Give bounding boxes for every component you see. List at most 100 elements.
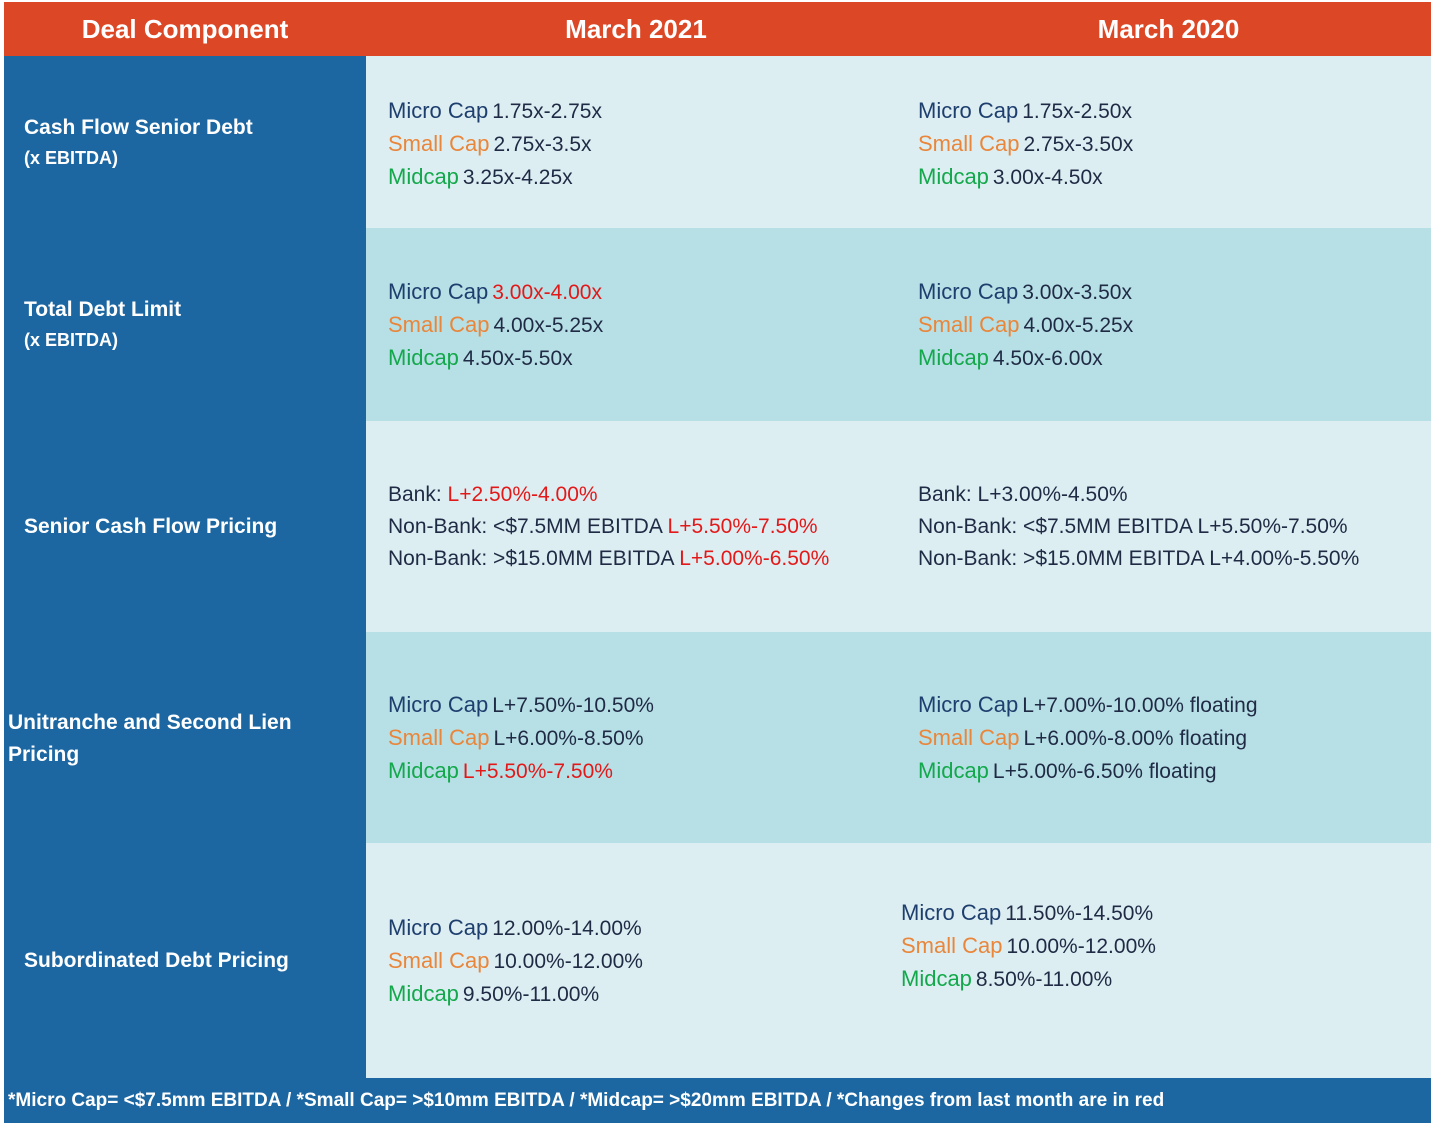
list-item: Midcap L+5.50%-7.50% [388,755,654,788]
cell-march-2021-subordinated-debt-pricing: Micro Cap 12.00%-14.00% Small Cap 10.00%-1… [388,912,643,1011]
micro-cap-label: Micro Cap [388,692,489,717]
table-row [366,421,1431,632]
non-bank-small-label: Non-Bank: <$7.5MM EBITDA [388,515,662,538]
list-item: Small Cap 4.00x-5.25x [918,309,1133,342]
midcap-label: Midcap [918,758,989,783]
small-cap-value: L+6.00%-8.50% [493,727,644,750]
midcap-label: Midcap [388,758,459,783]
row-label-text: Total Debt Limit [24,298,182,321]
bank-value: L+3.00%-4.50% [977,483,1128,506]
cell-march-2020-cash-flow-senior-debt: Micro Cap 1.75x-2.50x Small Cap 2.75x-3.50… [918,95,1133,194]
list-item: Midcap L+5.00%-6.50% floating [918,755,1258,788]
table-header: Deal Component March 2021 March 2020 [4,2,1431,56]
small-cap-label: Small Cap [901,933,1003,958]
cell-march-2020-senior-cash-flow-pricing: Bank: L+3.00%-4.50% Non-Bank: <$7.5MM EB… [918,479,1359,575]
list-item: Micro Cap 3.00x-3.50x [918,276,1133,309]
table-row [366,843,1431,1078]
list-item: Non-Bank: >$15.0MM EBITDA L+5.00%-6.50% [388,543,829,575]
small-cap-label: Small Cap [388,312,490,337]
micro-cap-label: Micro Cap [918,692,1019,717]
list-item: Micro Cap 12.00%-14.00% [388,912,643,945]
micro-cap-value: 1.75x-2.50x [1022,100,1132,123]
cell-march-2020-unitranche-pricing: Micro Cap L+7.00%-10.00% floating Small C… [918,689,1258,788]
list-item: Midcap 4.50x-5.50x [388,342,603,375]
midcap-label: Midcap [918,345,989,370]
list-item: Small Cap L+6.00%-8.00% floating [918,722,1258,755]
row-label-unitranche-second-lien-pricing: Unitranche and Second Lien Pricing [8,707,348,771]
list-item: Small Cap 10.00%-12.00% [388,945,643,978]
midcap-value: 4.50x-6.00x [992,347,1103,370]
header-march-2020: March 2020 [1097,14,1240,44]
small-cap-value: L+6.00%-8.00% floating [1023,727,1248,750]
small-cap-value: 10.00%-12.00% [493,950,643,973]
cell-march-2020-total-debt-limit: Micro Cap 3.00x-3.50x Small Cap 4.00x-5.25… [918,276,1133,375]
non-bank-small-label: Non-Bank: <$7.5MM EBITDA [918,515,1192,538]
list-item: Small Cap 2.75x-3.5x [388,128,602,161]
micro-cap-label: Micro Cap [388,279,489,304]
small-cap-value: 10.00%-12.00% [1006,935,1156,958]
small-cap-value: 4.00x-5.25x [493,314,604,337]
list-item: Micro Cap 1.75x-2.50x [918,95,1133,128]
cell-march-2021-cash-flow-senior-debt: Micro Cap 1.75x-2.75x Small Cap 2.75x-3.5x… [388,95,602,194]
table-row [366,56,1431,228]
cell-march-2021-total-debt-limit: Micro Cap 3.00x-4.00x Small Cap 4.00x-5.25… [388,276,603,375]
row-label-senior-cash-flow-pricing: Senior Cash Flow Pricing [24,511,277,542]
row-label-subordinated-debt-pricing: Subordinated Debt Pricing [24,945,289,976]
header-deal-component: Deal Component [81,14,289,44]
midcap-value: 8.50%-11.00% [975,968,1113,991]
midcap-label: Midcap [388,345,459,370]
list-item: Non-Bank: <$7.5MM EBITDA L+5.50%-7.50% [918,511,1359,543]
list-item: Small Cap L+6.00%-8.50% [388,722,654,755]
row-label-text: Unitranche and Second Lien Pricing [8,711,292,766]
table-row [366,228,1431,421]
midcap-label: Midcap [388,981,459,1006]
list-item: Micro Cap 1.75x-2.75x [388,95,602,128]
midcap-value: 9.50%-11.00% [462,983,600,1006]
list-item: Small Cap 10.00%-12.00% [901,930,1156,963]
cell-march-2020-subordinated-debt-pricing: Micro Cap 11.50%-14.50% Small Cap 10.00%-1… [901,897,1156,996]
deal-component-column [4,56,366,1078]
footnote: *Micro Cap= <$7.5mm EBITDA / *Small Cap=… [4,1078,1431,1123]
row-sublabel: (x EBITDA) [24,148,118,168]
small-cap-label: Small Cap [918,312,1020,337]
small-cap-label: Small Cap [388,131,490,156]
small-cap-value: 4.00x-5.25x [1023,314,1134,337]
non-bank-small-value-changed: L+5.50%-7.50% [667,515,818,538]
small-cap-label: Small Cap [918,725,1020,750]
list-item: Midcap 8.50%-11.00% [901,963,1156,996]
cell-march-2021-senior-cash-flow-pricing: Bank: L+2.50%-4.00% Non-Bank: <$7.5MM EB… [388,479,829,575]
non-bank-large-label: Non-Bank: >$15.0MM EBITDA [918,547,1204,570]
midcap-label: Midcap [388,164,459,189]
non-bank-large-label: Non-Bank: >$15.0MM EBITDA [388,547,674,570]
micro-cap-value: 3.00x-3.50x [1022,281,1132,304]
small-cap-label: Small Cap [918,131,1020,156]
row-label-text: Senior Cash Flow Pricing [24,515,278,538]
midcap-value: 3.00x-4.50x [992,166,1103,189]
list-item: Bank: L+3.00%-4.50% [918,479,1359,511]
small-cap-label: Small Cap [388,948,490,973]
micro-cap-label: Micro Cap [901,900,1002,925]
midcap-label: Midcap [901,966,972,991]
micro-cap-value-changed: 3.00x-4.00x [492,281,602,304]
micro-cap-label: Micro Cap [918,98,1019,123]
micro-cap-value: 1.75x-2.75x [492,100,602,123]
micro-cap-value: 12.00%-14.00% [492,917,642,940]
list-item: Micro Cap L+7.50%-10.50% [388,689,654,722]
non-bank-small-value: L+5.50%-7.50% [1197,515,1348,538]
list-item: Midcap 3.25x-4.25x [388,161,602,194]
cell-march-2021-unitranche-pricing: Micro Cap L+7.50%-10.50% Small Cap L+6.00%… [388,689,654,788]
list-item: Small Cap 4.00x-5.25x [388,309,603,342]
list-item: Non-Bank: <$7.5MM EBITDA L+5.50%-7.50% [388,511,829,543]
row-sublabel: (x EBITDA) [24,330,118,350]
midcap-value: 4.50x-5.50x [462,347,573,370]
list-item: Midcap 9.50%-11.00% [388,978,643,1011]
row-label-cash-flow-senior-debt: Cash Flow Senior Debt (x EBITDA) [24,112,253,173]
list-item: Bank: L+2.50%-4.00% [388,479,829,511]
small-cap-label: Small Cap [388,725,490,750]
list-item: Small Cap 2.75x-3.50x [918,128,1133,161]
list-item: Micro Cap L+7.00%-10.00% floating [918,689,1258,722]
micro-cap-value: L+7.00%-10.00% floating [1022,694,1258,717]
bank-label: Bank: [918,483,972,506]
midcap-value: L+5.00%-6.50% floating [992,760,1217,783]
